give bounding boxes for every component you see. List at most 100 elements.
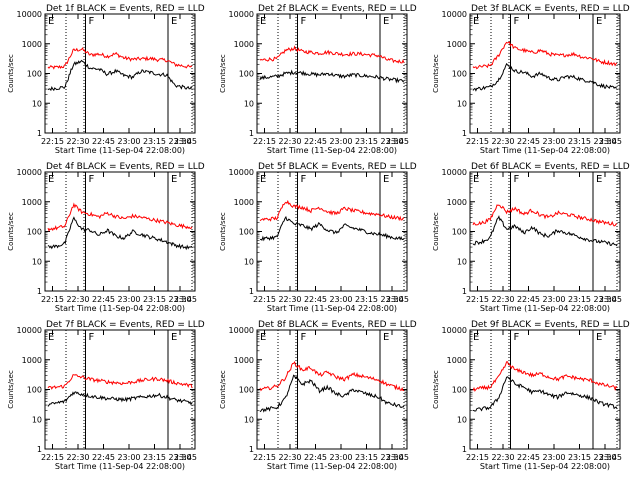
interval-marker-label: E [260,332,266,343]
x-tick-label: 23:15 [143,295,166,304]
y-tick-label: 10 [32,99,42,108]
detector-panel-2: Det 2f BLACK = Events, RED = LLD Counts/s… [219,4,417,155]
y-tick-label: 10 [457,99,467,108]
detector-panel-8: Det 8f BLACK = Events, RED = LLD Counts/s… [219,320,417,471]
events-rate-line [472,62,617,92]
events-rate-line [259,374,405,413]
interval-marker-label: F [301,332,307,343]
lld-rate-line [259,361,404,392]
y-tick-label: 10000 [442,326,467,335]
interval-marker-label: E [383,16,389,27]
x-tick-label: 23:45 [599,295,622,304]
x-tick-label: 23:30 [380,295,403,304]
panel-title: Det 3f BLACK = Events, RED = LLD [471,4,630,14]
x-tick-label: 23:00 [117,453,140,462]
x-axis-label: Start Time (11-Sep-04 22:08:00) [480,304,610,313]
x-tick-label: 23:45 [386,453,409,462]
events-rate-line [47,59,193,92]
interval-marker-label: E [48,332,54,343]
panel-title: Det 6f BLACK = Events, RED = LLD [471,162,630,172]
y-axis-label: Counts/sec [219,54,227,93]
events-rate-line [259,69,405,84]
x-tick-label: 22:30 [491,453,514,462]
interval-marker-label: E [260,16,266,27]
plot-frame [44,329,196,450]
x-tick-label: 23:15 [355,453,378,462]
y-axis-label: Counts/sec [432,370,440,409]
panel-title: Det 9f BLACK = Events, RED = LLD [471,320,630,330]
lld-rate-line [47,202,193,232]
events-rate-line [259,215,405,242]
lld-rate-line [472,361,618,392]
lld-rate-line [259,199,405,222]
x-tick-label: 23:45 [174,137,197,146]
plot-frame [44,13,196,134]
y-tick-label: 1 [249,129,254,138]
panel-title: Det 1f BLACK = Events, RED = LLD [46,4,205,14]
panel-title: Det 5f BLACK = Events, RED = LLD [258,162,417,172]
x-tick-label: 23:45 [599,453,622,462]
y-tick-label: 10 [244,415,254,424]
detector-panel-7: Det 7f BLACK = Events, RED = LLD Counts/s… [7,320,205,471]
x-tick-label: 23:00 [542,453,565,462]
x-tick-label: 22:15 [41,137,64,146]
x-tick-label: 23:15 [355,137,378,146]
events-rate-line [47,391,193,407]
y-tick-label: 1000 [447,40,467,49]
x-tick-label: 22:30 [278,295,301,304]
detector-panel-4: Det 4f BLACK = Events, RED = LLD Counts/s… [7,162,205,313]
interval-marker-label: E [383,174,389,185]
y-tick-label: 1 [462,287,467,296]
events-rate-line [472,376,618,412]
events-rate-line [472,215,618,247]
x-axis-label: Start Time (11-Sep-04 22:08:00) [480,146,610,155]
events-rate-line [47,216,193,251]
interval-marker-label: E [171,174,177,185]
lld-rate-line [259,45,405,64]
x-tick-label: 23:30 [168,295,191,304]
y-tick-label: 100 [452,386,467,395]
lld-rate-line [47,374,193,390]
y-tick-label: 10 [457,257,467,266]
y-tick-label: 100 [239,228,254,237]
y-tick-label: 100 [239,386,254,395]
interval-marker-label: E [473,174,479,185]
detector-panel-6: Det 6f BLACK = Events, RED = LLD Counts/s… [432,162,630,313]
x-tick-label: 22:45 [304,453,327,462]
y-tick-label: 1000 [234,198,254,207]
detector-panel-1: Det 1f BLACK = Events, RED = LLD Counts/s… [7,4,205,155]
x-tick-label: 23:15 [568,453,591,462]
x-tick-label: 23:15 [568,137,591,146]
x-tick-label: 23:00 [329,137,352,146]
x-tick-label: 23:30 [168,137,191,146]
y-tick-label: 1000 [234,40,254,49]
x-tick-label: 23:00 [329,453,352,462]
y-axis-label: Counts/sec [219,370,227,409]
x-axis-label: Start Time (11-Sep-04 22:08:00) [55,146,185,155]
y-tick-label: 10000 [442,168,467,177]
x-tick-label: 22:45 [92,453,115,462]
y-tick-label: 1 [249,445,254,454]
plot-frame [469,13,621,134]
x-tick-label: 22:15 [466,137,489,146]
y-tick-label: 1000 [447,356,467,365]
x-tick-label: 23:15 [143,453,166,462]
y-tick-label: 10 [244,99,254,108]
x-tick-label: 23:45 [174,453,197,462]
x-tick-label: 22:30 [66,295,89,304]
y-tick-label: 10 [457,415,467,424]
x-tick-label: 23:15 [355,295,378,304]
x-tick-label: 23:00 [542,137,565,146]
x-tick-label: 22:30 [66,453,89,462]
interval-marker-label: E [596,332,602,343]
y-tick-label: 1000 [22,356,42,365]
y-tick-label: 1000 [234,356,254,365]
interval-marker-label: E [596,16,602,27]
y-tick-label: 1 [462,129,467,138]
y-tick-label: 10 [32,257,42,266]
y-tick-label: 100 [452,228,467,237]
interval-marker-label: F [89,16,95,27]
y-axis-label: Counts/sec [7,370,15,409]
x-tick-label: 23:00 [329,295,352,304]
